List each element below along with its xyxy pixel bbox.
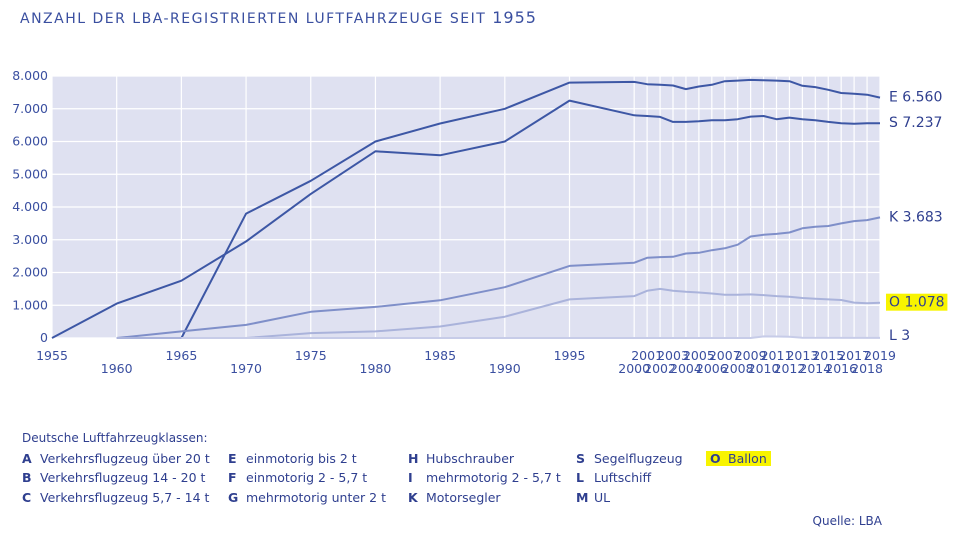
- legend-item-k: K Motorsegler: [408, 490, 501, 505]
- series-line-k: [116, 216, 881, 339]
- x-tick-label: 2012: [774, 361, 806, 376]
- x-tick-label: 2002: [644, 361, 676, 376]
- end-label-l: L 3: [889, 328, 910, 344]
- y-tick-label: 6.000: [12, 134, 48, 149]
- legend-text: mehrmotorig unter 2 t: [246, 490, 386, 505]
- x-tick-label: 2014: [799, 361, 831, 376]
- x-tick-label: 2015: [812, 348, 844, 363]
- legend-item-l: L Luftschiff: [576, 470, 651, 485]
- legend-key: C: [22, 490, 32, 505]
- y-tick-label: 0: [40, 330, 48, 345]
- x-tick-label: 2005: [683, 348, 715, 363]
- chart-title: ANZAHL DER LBA-REGISTRIERTEN LUFTFAHRZEU…: [20, 8, 537, 27]
- line-chart: 0 1.000 2.000 3.000 4.000 5.000 6.000 7.000 8.00…: [12, 68, 948, 376]
- end-label-k: K 3.683: [889, 209, 943, 225]
- legend-key: E: [228, 451, 237, 466]
- x-tick-label: 1970: [230, 361, 262, 376]
- legend-item-o: O Ballon: [706, 451, 771, 466]
- legend-text: einmotorig 2 - 5,7 t: [246, 470, 368, 485]
- legend-item-c: C Verkehrsflugzeug 5,7 - 14 t: [22, 490, 209, 505]
- legend-text: Ballon: [728, 451, 767, 466]
- x-tick-label: 2006: [696, 361, 728, 376]
- end-label-o: O 1.078: [889, 295, 945, 311]
- series-line-s: [51, 99, 880, 339]
- legend-item-a: A Verkehrsflugzeug über 20 t: [22, 451, 210, 466]
- legend-text: mehrmotorig 2 - 5,7 t: [426, 470, 561, 485]
- x-tick-label: 2018: [851, 361, 883, 376]
- x-tick-label: 1965: [165, 348, 197, 363]
- legend-item-h: H Hubschrauber: [408, 451, 514, 466]
- x-tick-label: 2007: [709, 348, 741, 363]
- y-tick-label: 5.000: [12, 166, 48, 181]
- x-tick-label: 1985: [424, 348, 456, 363]
- end-label-e: E 6.560: [889, 90, 942, 106]
- x-tick-label: 1995: [554, 348, 586, 363]
- legend-text: Motorsegler: [426, 490, 501, 505]
- legend-heading: Deutsche Luftfahrzeugklassen:: [22, 431, 208, 445]
- y-tick-label: 4.000: [12, 199, 48, 214]
- x-tick-label: 2019: [864, 348, 896, 363]
- legend-key: S: [576, 451, 586, 466]
- legend-key: K: [408, 490, 418, 505]
- legend-text: Segelflugzeug: [594, 451, 683, 466]
- chart-title-year: 1955: [492, 8, 537, 27]
- x-tick-label: 2004: [670, 361, 702, 376]
- x-tick-label: 1960: [101, 361, 133, 376]
- y-tick-label: 8.000: [12, 68, 48, 83]
- x-tick-label: 2003: [657, 348, 689, 363]
- legend-key: H: [408, 451, 419, 466]
- series-line-e: [180, 78, 881, 339]
- y-tick-label: 3.000: [12, 232, 48, 247]
- legend-key: A: [22, 451, 32, 466]
- legend-key: I: [408, 470, 413, 485]
- x-tick-label: 1955: [36, 348, 68, 363]
- legend-text: Luftschiff: [594, 470, 652, 485]
- x-tick-label: 2017: [838, 348, 870, 363]
- legend-key: F: [228, 470, 237, 485]
- end-label-s: S 7.237: [889, 115, 942, 131]
- y-tick-label: 1.000: [12, 297, 48, 312]
- chart-title-text: ANZAHL DER LBA-REGISTRIERTEN LUFTFAHRZEU…: [20, 11, 487, 27]
- x-tick-label: 2008: [722, 361, 754, 376]
- x-tick-label: 2000: [618, 361, 650, 376]
- x-tick-label: 2009: [735, 348, 767, 363]
- legend-text: Hubschrauber: [426, 451, 515, 466]
- y-tick-label: 2.000: [12, 265, 48, 280]
- series-line-o: [116, 287, 881, 339]
- source-note: Quelle: LBA: [812, 514, 882, 528]
- x-tick-label: 1980: [360, 361, 392, 376]
- legend-key: G: [228, 490, 239, 505]
- legend-key: L: [576, 470, 584, 485]
- series-line-l: [181, 335, 881, 339]
- legend-item-m: M UL: [576, 490, 610, 505]
- x-tick-label: 2010: [748, 361, 780, 376]
- end-label-highlight: [886, 293, 948, 311]
- y-tick-label: 7.000: [12, 101, 48, 116]
- legend-item-s: S Segelflugzeug: [576, 451, 683, 466]
- legend-text: UL: [594, 490, 611, 505]
- x-tick-label: 1990: [489, 361, 521, 376]
- legend-key: M: [576, 490, 589, 505]
- legend-text: Verkehrsflugzeug 14 - 20 t: [40, 470, 206, 485]
- legend-text: einmotorig bis 2 t: [246, 451, 357, 466]
- x-tick-label: 2001: [631, 348, 663, 363]
- legend-text: Verkehrsflugzeug über 20 t: [40, 451, 210, 466]
- x-tick-label: 2011: [761, 348, 793, 363]
- x-tick-label: 2013: [786, 348, 818, 363]
- x-tick-label: 2016: [825, 361, 857, 376]
- legend-key: O: [710, 451, 721, 466]
- legend-item-b: B Verkehrsflugzeug 14 - 20 t: [22, 470, 205, 485]
- legend-key: B: [22, 470, 32, 485]
- legend-text: Verkehrsflugzeug 5,7 - 14 t: [40, 490, 210, 505]
- x-tick-label: 1975: [295, 348, 327, 363]
